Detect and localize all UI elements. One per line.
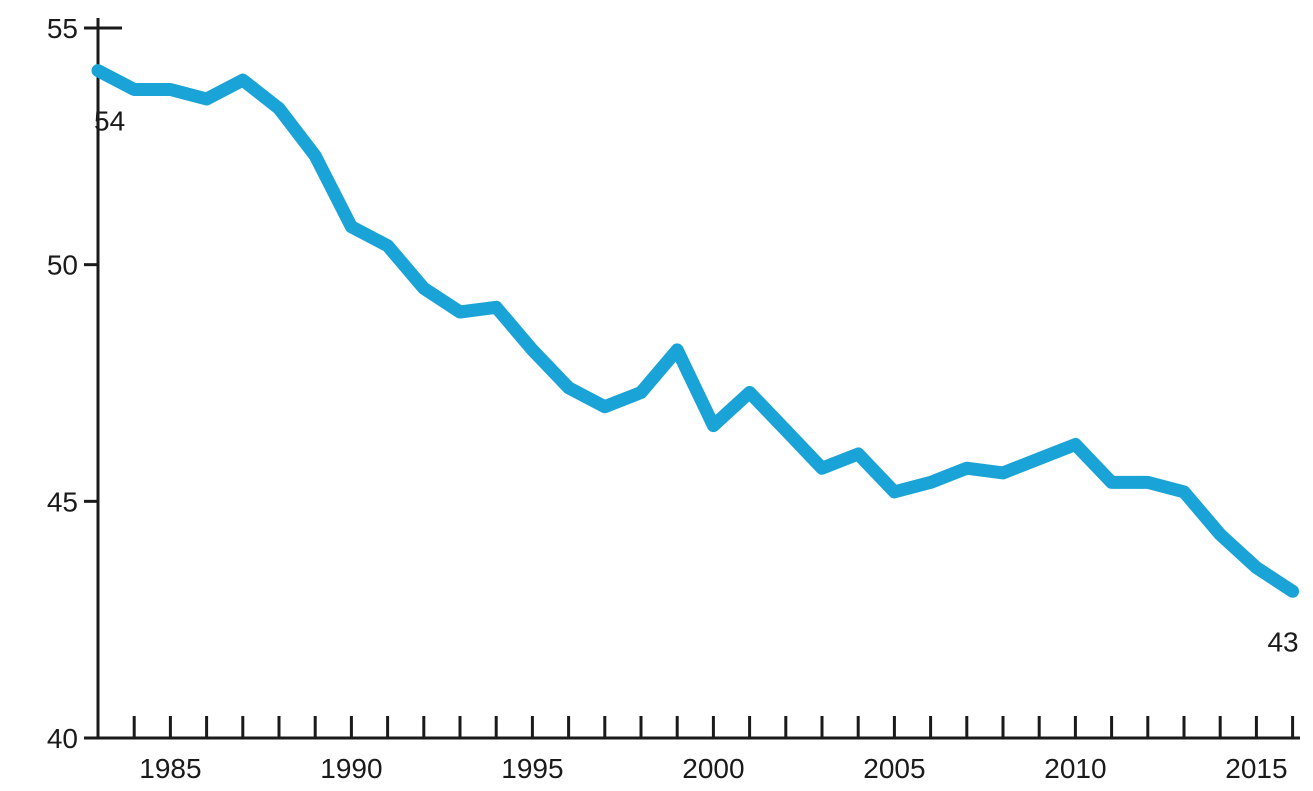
x-tick-label: 2000 [682,753,744,784]
data-point [278,107,280,109]
data-point [1111,481,1113,483]
data-point [966,467,968,469]
data-point [640,391,642,393]
y-tick-label: 45 [47,486,78,517]
data-point [459,311,461,313]
data-point [893,491,895,493]
data-point [1255,567,1257,569]
y-tick-label: 50 [47,250,78,281]
data-label: 43 [1267,626,1298,657]
x-axis: 1985 1990 1995 2000 2005 2010 2015 [84,716,1300,784]
data-point [531,349,533,351]
series-group [91,64,1300,598]
x-tick-label: 1990 [320,753,382,784]
data-point [676,349,678,351]
data-point [169,89,171,91]
data-point [1183,491,1185,493]
data-point [314,155,316,157]
data-point [1147,481,1149,483]
y-axis: 40 45 50 55 [47,13,122,754]
data-point [387,245,389,247]
x-tick-label: 2010 [1044,753,1106,784]
data-label: 54 [94,106,125,137]
x-tick-label: 1995 [501,753,563,784]
x-tick-label: 1985 [139,753,201,784]
x-tick-label: 2015 [1225,753,1287,784]
data-point [97,70,99,72]
data-point [604,406,606,408]
data-point [785,429,787,431]
data-point [712,425,714,427]
y-tick-label: 55 [47,13,78,44]
data-point [821,467,823,469]
data-point [495,306,497,308]
x-tick-label: 2005 [863,753,925,784]
data-point [930,481,932,483]
annotations: 54 43 [94,106,1299,658]
data-point [350,226,352,228]
series-line [91,64,1300,598]
y-tick-label: 40 [47,723,78,754]
data-point [857,453,859,455]
data-point [133,89,135,91]
data-point [1074,444,1076,446]
data-point [749,391,751,393]
data-point [242,79,244,81]
data-point [1292,590,1294,592]
data-point [423,287,425,289]
data-point [568,387,570,389]
data-point [1038,458,1040,460]
data-point [206,98,208,100]
data-point [1002,472,1004,474]
data-point [1219,533,1221,535]
